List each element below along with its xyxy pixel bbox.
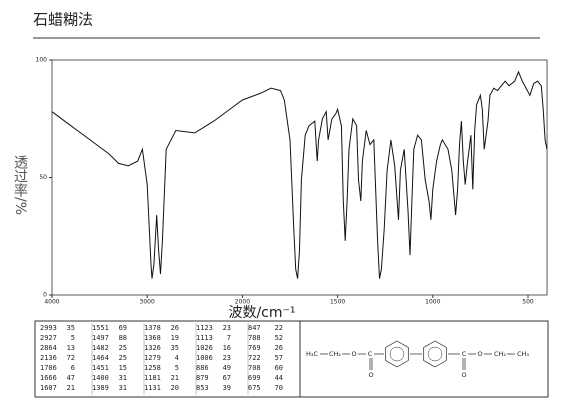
peak-transmittance: 23 xyxy=(223,324,231,332)
peak-transmittance: 47 xyxy=(67,374,75,382)
peak-wavenumber: 2136 xyxy=(40,354,57,362)
peak-wavenumber: 1400 xyxy=(92,374,109,382)
peak-transmittance: 35 xyxy=(67,324,75,332)
peak-transmittance: 26 xyxy=(171,324,179,332)
peak-wavenumber: 853 xyxy=(196,384,209,392)
benzene-ring xyxy=(385,340,409,368)
structure-box xyxy=(299,320,549,398)
peak-transmittance: 22 xyxy=(275,324,283,332)
peak-wavenumber: 788 xyxy=(248,334,261,342)
atom-label: O xyxy=(461,371,466,379)
peak-wavenumber: 1706 xyxy=(40,364,57,372)
peak-wavenumber: 675 xyxy=(248,384,261,392)
x-tick-label: 2000 xyxy=(235,299,250,306)
peak-transmittance: 16 xyxy=(223,344,231,352)
peak-transmittance: 6 xyxy=(71,364,75,372)
peak-wavenumber: 1464 xyxy=(92,354,109,362)
x-tick-label: 3000 xyxy=(140,299,155,306)
peak-wavenumber: 1181 xyxy=(144,374,161,382)
peak-wavenumber: 722 xyxy=(248,354,261,362)
peak-transmittance: 60 xyxy=(275,364,283,372)
atom-label: CH₂ xyxy=(494,350,506,358)
peak-wavenumber: 2927 xyxy=(40,334,57,342)
y-axis-label: 透过率/% xyxy=(12,155,28,215)
peak-wavenumber: 886 xyxy=(196,364,209,372)
peak-transmittance: 19 xyxy=(171,334,179,342)
peak-transmittance: 72 xyxy=(67,354,75,362)
peak-transmittance: 25 xyxy=(119,354,127,362)
aromatic-circle xyxy=(389,346,405,362)
peak-wavenumber: 1326 xyxy=(144,344,161,352)
peak-wavenumber: 1451 xyxy=(92,364,109,372)
peak-transmittance: 44 xyxy=(275,374,283,382)
atom-label: O xyxy=(368,371,373,379)
x-tick-label: 500 xyxy=(522,299,534,306)
peak-wavenumber: 879 xyxy=(196,374,209,382)
peak-wavenumber: 2993 xyxy=(40,324,57,332)
x-axis-label: 波数/cm⁻¹ xyxy=(228,305,295,321)
peak-wavenumber: 2864 xyxy=(40,344,57,352)
atom-label: H₃C xyxy=(306,350,318,358)
peak-transmittance: 5 xyxy=(175,364,179,372)
peak-wavenumber: 1006 xyxy=(196,354,213,362)
peak-wavenumber: 1378 xyxy=(144,324,161,332)
peak-transmittance: 7 xyxy=(227,334,231,342)
chart-title: 石蜡糊法 xyxy=(33,11,93,29)
peak-wavenumber: 1113 xyxy=(196,334,213,342)
peak-wavenumber: 1123 xyxy=(196,324,213,332)
peak-transmittance: 52 xyxy=(275,334,283,342)
peak-transmittance: 15 xyxy=(119,364,127,372)
peak-transmittance: 39 xyxy=(223,384,231,392)
peak-wavenumber: 1482 xyxy=(92,344,109,352)
atom-label: C xyxy=(462,350,467,358)
peak-transmittance: 49 xyxy=(223,364,231,372)
peak-wavenumber: 1131 xyxy=(144,384,161,392)
peak-wavenumber: 1026 xyxy=(196,344,213,352)
x-tick-label: 4000 xyxy=(44,299,59,306)
peak-transmittance: 69 xyxy=(119,324,127,332)
x-tick-label: 1500 xyxy=(330,299,345,306)
peak-wavenumber: 708 xyxy=(248,364,261,372)
peak-wavenumber: 769 xyxy=(248,344,261,352)
peak-transmittance: 23 xyxy=(223,354,231,362)
atom-label: CH₂ xyxy=(329,350,341,358)
peak-transmittance: 13 xyxy=(67,344,75,352)
peak-transmittance: 25 xyxy=(119,344,127,352)
spectrum-line xyxy=(51,70,548,279)
aromatic-circle xyxy=(427,346,443,362)
peak-transmittance: 88 xyxy=(119,334,127,342)
peak-transmittance: 4 xyxy=(175,354,179,362)
atom-label: CH₃ xyxy=(517,350,529,358)
peak-transmittance: 57 xyxy=(275,354,283,362)
atom-label: O xyxy=(477,350,482,358)
y-tick-label: 0 xyxy=(43,292,47,299)
peak-wavenumber: 1368 xyxy=(144,334,161,342)
peak-transmittance: 67 xyxy=(223,374,231,382)
atom-label: C xyxy=(368,350,373,358)
peak-transmittance: 20 xyxy=(171,384,179,392)
peak-wavenumber: 1389 xyxy=(92,384,109,392)
peak-wavenumber: 1607 xyxy=(40,384,57,392)
peak-transmittance: 35 xyxy=(171,344,179,352)
x-tick-label: 1000 xyxy=(425,299,440,306)
peak-wavenumber: 1666 xyxy=(40,374,57,382)
peak-transmittance: 21 xyxy=(67,384,75,392)
y-tick-label: 100 xyxy=(36,57,48,64)
peak-wavenumber: 1258 xyxy=(144,364,161,372)
peak-transmittance: 21 xyxy=(171,374,179,382)
peak-wavenumber: 699 xyxy=(248,374,261,382)
atom-label: O xyxy=(351,350,356,358)
peak-transmittance: 5 xyxy=(71,334,75,342)
peak-transmittance: 26 xyxy=(275,344,283,352)
peak-wavenumber: 1497 xyxy=(92,334,109,342)
peak-transmittance: 31 xyxy=(119,384,127,392)
peak-transmittance: 70 xyxy=(275,384,283,392)
peak-transmittance: 31 xyxy=(119,374,127,382)
peak-wavenumber: 1279 xyxy=(144,354,161,362)
peak-wavenumber: 1551 xyxy=(92,324,109,332)
benzene-ring xyxy=(423,340,447,368)
peak-wavenumber: 847 xyxy=(248,324,261,332)
y-tick-label: 50 xyxy=(39,174,47,181)
